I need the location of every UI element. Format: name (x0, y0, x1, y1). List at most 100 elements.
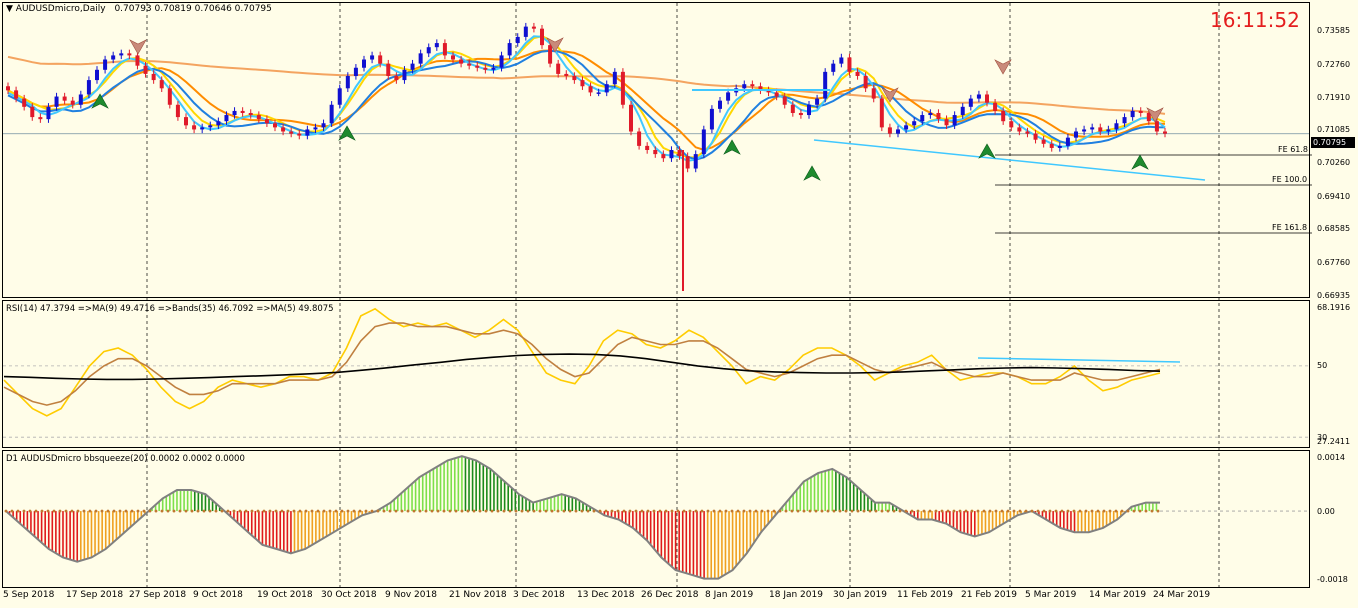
date-axis-label: 5 Mar 2019 (1025, 590, 1077, 600)
squeeze-dot (1054, 509, 1058, 513)
candle-body (766, 90, 771, 93)
squeeze-dot (790, 509, 794, 513)
fe-level-label: FE 100.0 (1272, 175, 1308, 184)
candle-body (54, 96, 59, 107)
candle-body (402, 69, 407, 81)
current-price-marker: 0.70795 (1311, 137, 1355, 148)
date-axis-label: 11 Feb 2019 (897, 590, 954, 600)
squeeze-dot (40, 509, 44, 513)
candle-body (46, 106, 51, 120)
price-tick-label: 0.66935 (1317, 291, 1351, 300)
candle-body (896, 129, 900, 134)
squeeze-dot (868, 509, 872, 513)
fe-level-label: FE 161.8 (1272, 223, 1308, 232)
squeeze-dot (382, 509, 386, 513)
candle-body (701, 129, 706, 155)
candle-body (281, 127, 286, 132)
candle-body (240, 110, 245, 113)
date-axis-label: 24 Mar 2019 (1153, 590, 1211, 600)
rsi-tick-label: 30 (1317, 433, 1328, 442)
squeeze-dot (418, 509, 422, 513)
squeeze-dot (754, 509, 758, 513)
menu-triangle-icon[interactable]: ▼ (6, 4, 16, 14)
rsi-bands-line (3, 353, 1161, 381)
squeeze-dot (16, 509, 20, 513)
candle-body (1001, 110, 1006, 122)
date-axis-label: 19 Oct 2018 (257, 590, 313, 600)
squeeze-dot (1000, 509, 1004, 513)
squeeze-dot (316, 509, 320, 513)
squeeze-dot (514, 509, 518, 513)
squeeze-dot (238, 509, 242, 513)
ma-fast-line (7, 35, 1166, 159)
candle-body (540, 28, 544, 46)
squeeze-dot (460, 509, 464, 513)
squeeze-dot (718, 509, 722, 513)
squeeze-dot (994, 509, 998, 513)
candle-body (200, 127, 205, 130)
candle-body (1065, 137, 1070, 146)
candle-body (167, 88, 172, 105)
candle-body (111, 55, 116, 60)
squeeze-dot (1012, 509, 1016, 513)
candle-body (1138, 110, 1143, 113)
squeeze-dot (1102, 509, 1106, 513)
candle-body (515, 36, 520, 44)
date-axis-label: 9 Oct 2018 (193, 590, 243, 600)
squeeze-dot (214, 509, 218, 513)
candle-body (798, 112, 803, 116)
candle-body (95, 69, 99, 81)
date-axis-label: 18 Jan 2019 (769, 590, 823, 600)
candle-body (378, 55, 383, 64)
squeeze-dot (898, 509, 902, 513)
squeeze-dot (1108, 509, 1112, 513)
candle-body (248, 112, 253, 116)
candle-body (6, 86, 10, 91)
candle-body (22, 98, 27, 107)
candle-body (143, 65, 148, 74)
rsi-pane[interactable] (2, 300, 1310, 448)
squeeze-dot (832, 509, 836, 513)
candle-body (499, 55, 504, 68)
candle-body (232, 110, 237, 116)
squeeze-dot (262, 509, 266, 513)
squeeze-dot (208, 509, 212, 513)
candle-body (119, 53, 124, 56)
candle-body (459, 59, 464, 64)
date-axis-label: 26 Dec 2018 (641, 590, 699, 600)
candle-body (1025, 131, 1030, 134)
ma-blue-line (7, 49, 1166, 161)
candle-body (1041, 139, 1046, 144)
squeeze-dot (772, 509, 776, 513)
squeeze-dot (742, 509, 746, 513)
price-tick-label: 0.71910 (1317, 93, 1351, 102)
squeeze-dot (334, 509, 338, 513)
squeeze-dot (232, 509, 236, 513)
date-axis-label: 27 Sep 2018 (129, 590, 187, 600)
rsi-label: RSI(14) 47.3794 =>MA(9) 49.4716 =>Bands(… (6, 304, 334, 314)
candle-body (14, 90, 19, 99)
candle-body (790, 104, 795, 113)
squeeze-dot (28, 509, 32, 513)
squeeze-dot (226, 509, 230, 513)
squeeze-dot (646, 509, 650, 513)
squeeze-dot (664, 509, 668, 513)
squeeze-dot (568, 509, 572, 513)
squeeze-dot (472, 509, 476, 513)
squeeze-dot (670, 509, 674, 513)
date-axis-label: 8 Jan 2019 (705, 590, 754, 600)
squeeze-dot (274, 509, 278, 513)
squeeze-dot (1138, 509, 1142, 513)
candle-body (993, 102, 998, 111)
squeeze-dot (892, 509, 896, 513)
rsi-trend-line (977, 357, 1181, 363)
squeeze-dot (88, 509, 92, 513)
squeeze-dot (1126, 509, 1130, 513)
squeeze-dot (694, 509, 698, 513)
candle-body (548, 45, 553, 64)
candle-body (758, 86, 763, 91)
candle-body (362, 59, 366, 68)
squeeze-dot (586, 509, 590, 513)
candle-body (410, 63, 415, 70)
